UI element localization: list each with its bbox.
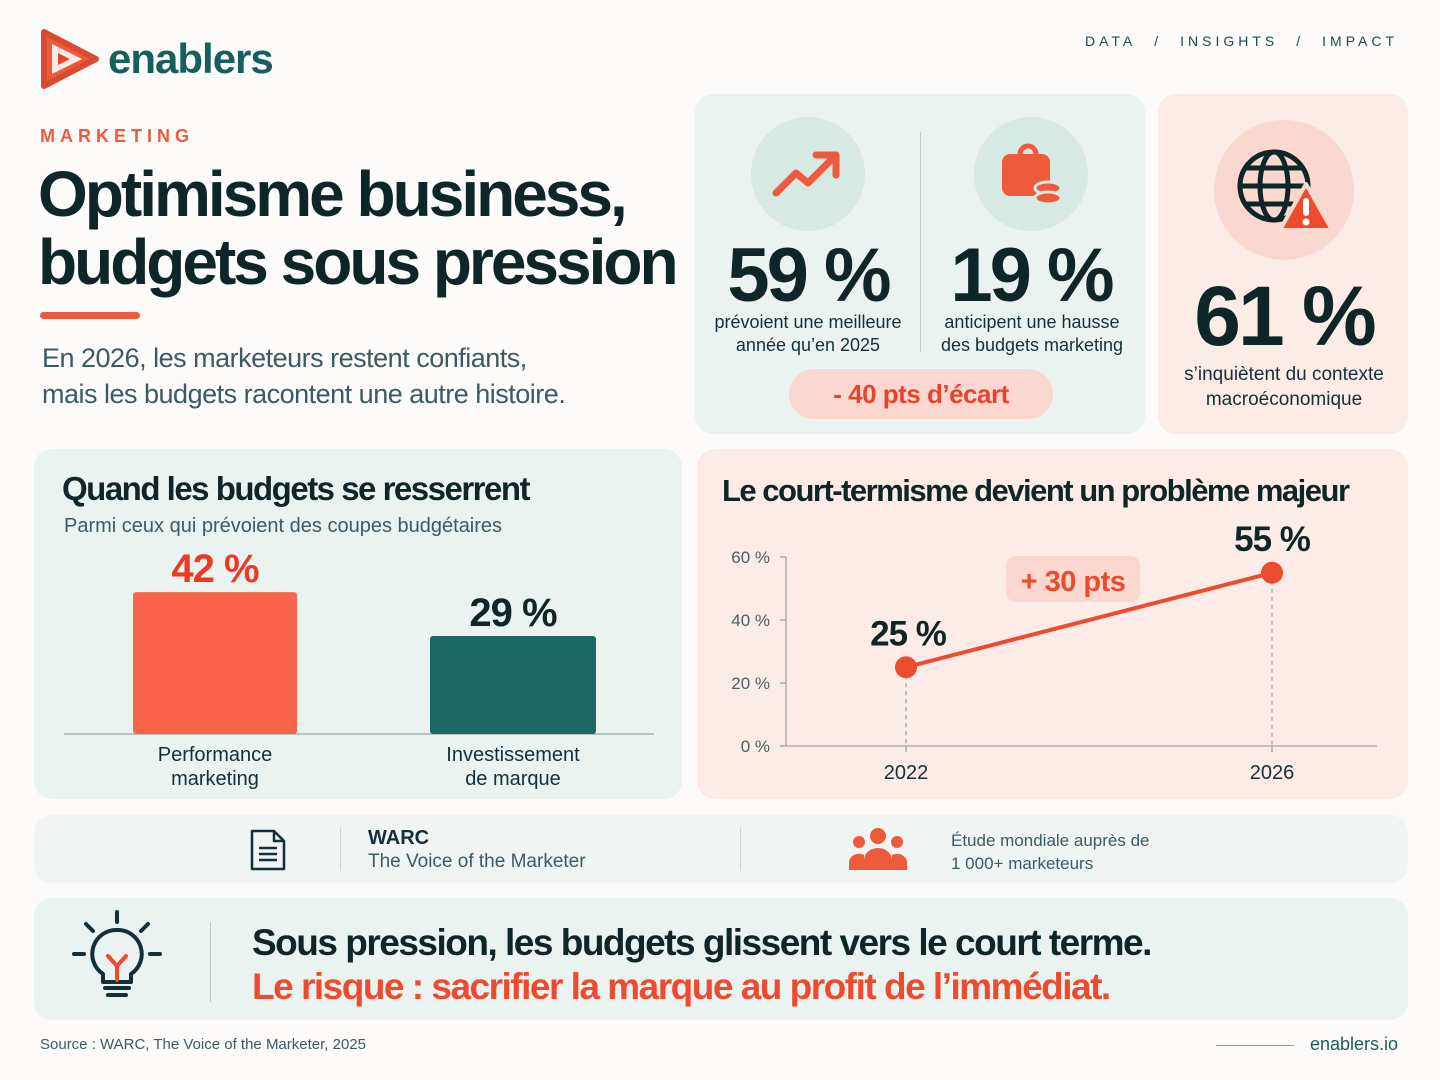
source-subtitle: The Voice of the Marketer (368, 851, 586, 872)
conclusion-line-1: Sous pression, les budgets glissent vers… (252, 922, 1152, 963)
series-line (904, 570, 1274, 670)
intro-text: En 2026, les marketeurs restent confiant… (42, 340, 682, 412)
top-nav: DATA / INSIGHTS / IMPACT (1085, 33, 1398, 49)
x-tick-label: 2022 (884, 762, 929, 784)
title-line-1: Optimisme business, (38, 158, 628, 230)
budget-label-line-2: des budgets marketing (940, 335, 1124, 355)
trend-up-icon (772, 151, 840, 197)
bar-category-label: Investissement (446, 744, 580, 766)
nav-separator: / (1154, 33, 1163, 49)
nav-item-insights[interactable]: INSIGHTS (1180, 33, 1279, 49)
y-tick-label: 0 % (741, 737, 770, 756)
footer-source: Source : WARC, The Voice of the Marketer… (40, 1036, 366, 1053)
point-value-label: 55 % (1234, 520, 1311, 559)
stats-divider (920, 132, 921, 352)
bar-chart-subtitle: Parmi ceux qui prévoient des coupes budg… (64, 515, 503, 537)
macro-value: 61 % (1194, 269, 1376, 363)
source-bar (34, 815, 1408, 883)
conclusion-panel (34, 898, 1408, 1020)
optimism-label-line-2: année qu’en 2025 (735, 335, 881, 355)
source-title: WARC (368, 827, 430, 849)
intro-line-2: mais les budgets racontent une autre his… (42, 379, 566, 409)
macro-icon-circle (1214, 120, 1354, 260)
section-kicker: MARKETING (40, 126, 194, 146)
y-tick-label: 60 % (731, 548, 770, 567)
optimism-label-line-1: prévoient une meilleure (714, 312, 902, 332)
macro-label-line-2: macroéconomique (1205, 389, 1363, 410)
budget-value: 19 % (950, 233, 1114, 318)
optimism-label: prévoient une meilleure année qu’en 2025 (700, 311, 916, 357)
globe-warning-icon (1237, 149, 1334, 232)
page-title: Optimisme business, budgets sous pressio… (38, 160, 688, 296)
play-logo-icon (41, 29, 99, 89)
data-point (1261, 561, 1283, 584)
footer-url[interactable]: enablers.io (1310, 1034, 1399, 1054)
budget-icon-circle (974, 117, 1088, 231)
bar-category-label: marketing (171, 768, 259, 790)
budget-label-line-1: anticipent une hausse (944, 312, 1120, 332)
line-chart: 0 % 20 % 40 % 60 % 2022 2026 25 % 55 % + 30 pts (731, 520, 1377, 784)
source-note-line-1: Étude mondiale auprès de (951, 831, 1150, 850)
source-divider (740, 827, 741, 871)
nav-item-data[interactable]: DATA (1084, 33, 1137, 49)
source-divider (340, 827, 341, 871)
title-line-2: budgets sous pression (38, 226, 679, 298)
brand-name: enablers (108, 35, 274, 82)
title-underline (40, 312, 140, 319)
conclusion-line-2: Le risque : sacrifier la marque au profi… (252, 966, 1111, 1007)
lightbulb-icon (72, 910, 162, 997)
gap-badge: - 40 pts d’écart (789, 369, 1053, 419)
macro-label: s’inquiètent du contexte macroéconomique (1162, 362, 1406, 412)
source-note: Étude mondiale auprès de 1 000+ marketeu… (951, 829, 1149, 875)
conclusion-divider (210, 922, 211, 1002)
people-icon (849, 828, 907, 870)
y-tick-label: 20 % (731, 674, 770, 693)
source-note-line-2: 1 000+ marketeurs (951, 854, 1094, 873)
line-chart-title: Le court-termisme devient un problème ma… (722, 473, 1350, 508)
brand-logo[interactable]: enablers (38, 24, 298, 94)
footer-rule (1216, 1045, 1294, 1046)
y-tick-label: 40 % (731, 611, 770, 630)
budget-label: anticipent une hausse des budgets market… (925, 311, 1139, 357)
bar-1 (133, 592, 297, 734)
bar-value-label: 29 % (469, 591, 557, 635)
optimism-icon-circle (751, 117, 865, 231)
nav-separator: / (1296, 33, 1305, 49)
annotation-pill (1006, 556, 1140, 602)
data-point (895, 656, 917, 679)
point-value-label: 25 % (870, 614, 947, 653)
bar-value-label: 42 % (171, 547, 259, 591)
document-icon (250, 829, 286, 871)
bar-category-label: Performance (158, 744, 273, 766)
macro-label-line-1: s’inquiètent du contexte (1184, 364, 1384, 385)
wallet-coins-icon (1002, 143, 1063, 206)
intro-line-1: En 2026, les marketeurs restent confiant… (42, 343, 527, 373)
nav-item-impact[interactable]: IMPACT (1322, 33, 1398, 49)
bar-2 (430, 636, 596, 734)
bar-chart-title: Quand les budgets se resserrent (62, 470, 531, 507)
bar-category-label: de marque (465, 768, 561, 790)
line-chart-panel (697, 449, 1408, 799)
optimism-value: 59 % (727, 233, 891, 318)
x-tick-label: 2026 (1250, 762, 1295, 784)
annotation-label: + 30 pts (1021, 566, 1126, 598)
